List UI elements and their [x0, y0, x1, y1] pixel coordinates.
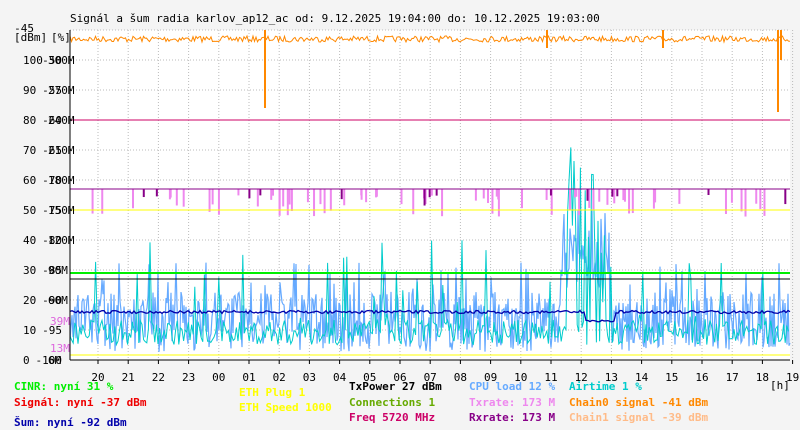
y-tick-label-dbm: -100: [36, 354, 63, 367]
legend-eth-plug: ETH Plug 1: [239, 386, 306, 399]
y-tick-label-pct: 90: [23, 84, 36, 97]
x-tick-label: 10: [514, 371, 527, 384]
x-tick-label: 17: [726, 371, 739, 384]
x-tick-label: 09: [484, 371, 497, 384]
legend-chain0: Chain0 signal -41 dBm: [569, 396, 708, 409]
chain0-series: [69, 30, 791, 112]
legend-airtime: Airtime 1 %: [569, 380, 642, 393]
x-tick-label: 08: [454, 371, 467, 384]
legend-txpower: TxPower 27 dBm: [349, 380, 442, 393]
y-tick-label-dbm: -60: [42, 114, 62, 127]
legend-freq: Freq 5720 MHz: [349, 411, 435, 424]
y-tick-label-pct: 0: [23, 354, 30, 367]
x-tick-label: 00: [212, 371, 225, 384]
y-tick-label-mbit: 60M: [48, 294, 68, 307]
legend-eth-speed: ETH Speed 1000: [239, 401, 332, 414]
y-tick-label-extra: 13M: [50, 342, 70, 355]
y-tick-label-mbit: 150M: [48, 204, 75, 217]
x-tick-label: 16: [695, 371, 708, 384]
y-tick-label-dbm: -70: [42, 174, 62, 187]
x-tick-label: 18: [756, 371, 769, 384]
x-tick-label: 05: [363, 371, 376, 384]
chart-title: Signál a šum radia karlov_ap12_ac od: 9.…: [70, 12, 600, 25]
x-tick-label: 12: [575, 371, 588, 384]
y-tick-label-mbit: 6M: [48, 354, 62, 367]
y-tick-label-pct: 100: [23, 54, 43, 67]
x-tick-label: 07: [424, 371, 437, 384]
legend-rxrate: Rxrate: 173 M: [469, 411, 555, 424]
y-tick-label-dbm: -45: [14, 22, 34, 35]
y-tick-label-mbit: 210M: [48, 144, 75, 157]
noise-line: [69, 309, 791, 323]
y-tick-label-pct: 80: [23, 114, 36, 127]
x-tick-label: 04: [333, 371, 347, 384]
y-tick-label-extra: 39M: [50, 315, 70, 328]
x-tick-label: 03: [303, 371, 316, 384]
legend-connections: Connections 1: [349, 396, 435, 409]
legend-chain1: Chain1 signal -39 dBm: [569, 411, 708, 424]
legend-txrate: Txrate: 173 M: [469, 396, 555, 409]
y-tick-label-pct: 30: [23, 264, 36, 277]
x-tick-label: 11: [544, 371, 557, 384]
x-tick-label: 14: [635, 371, 649, 384]
y-tick-label-dbm: -85: [42, 264, 62, 277]
legend-noise: Šum: nyní -92 dBm: [14, 416, 127, 429]
unit-dbm: [dBm]: [14, 31, 47, 44]
airtime-line: [69, 147, 789, 347]
chain0-line: [69, 34, 791, 44]
x-tick-label: 20: [91, 371, 104, 384]
y-tick-label-dbm: -75: [42, 204, 62, 217]
x-tick-label: 22: [152, 371, 165, 384]
x-unit: [h]: [770, 379, 790, 392]
noise-series: [69, 309, 791, 323]
x-tick-label: 23: [182, 371, 195, 384]
y-tick-label-dbm: -90: [42, 294, 62, 307]
y-tick-label-dbm: -80: [42, 234, 62, 247]
airtime-series: [69, 147, 789, 347]
y-tick-label-pct: 60: [23, 174, 36, 187]
rate-spikes: [91, 189, 787, 217]
y-tick-label-dbm: -50: [42, 54, 62, 67]
unit-pct: [%]: [51, 31, 71, 44]
legend-signal: Signál: nyní -37 dBm: [14, 396, 147, 409]
y-tick-label-mbit: 240M: [48, 114, 75, 127]
y-tick-label-pct: 20: [23, 294, 36, 307]
y-tick-label-pct: 10: [23, 324, 36, 337]
y-tick-label-dbm: -95: [42, 324, 62, 337]
x-tick-label: 21: [122, 371, 135, 384]
y-tick-label-mbit: 120M: [48, 234, 75, 247]
x-ticks: 20 21 22 23 00 01 02 03 04 05 06 07 08 09 10 11 12 13 14 15…: [91, 360, 799, 384]
x-tick-label: 02: [273, 371, 286, 384]
x-tick-label: 15: [665, 371, 678, 384]
legend-cinr: CINR: nyní 31 %: [14, 380, 114, 393]
y-tick-label-mbit: 270M: [48, 84, 75, 97]
y-tick-label-dbm: -55: [42, 84, 62, 97]
y-tick-label-mbit: 180M: [48, 174, 75, 187]
cpu-series: [69, 209, 791, 352]
cpu-line: [69, 209, 791, 352]
legend-cpu: CPU load 12 %: [469, 380, 555, 393]
y-tick-label-mbit: 90M: [48, 264, 68, 277]
y-tick-label-mbit: 300M: [48, 54, 75, 67]
x-tick-label: 13: [605, 371, 618, 384]
hlines: [70, 119, 790, 356]
y-tick-label-pct: 70: [23, 144, 36, 157]
y-tick-label-pct: 40: [23, 234, 36, 247]
x-tick-label: 19: [786, 371, 799, 384]
y-tick-label-pct: 50: [23, 204, 36, 217]
x-tick-label: 01: [242, 371, 255, 384]
x-tick-label: 06: [393, 371, 406, 384]
y-tick-label-dbm: -65: [42, 144, 62, 157]
